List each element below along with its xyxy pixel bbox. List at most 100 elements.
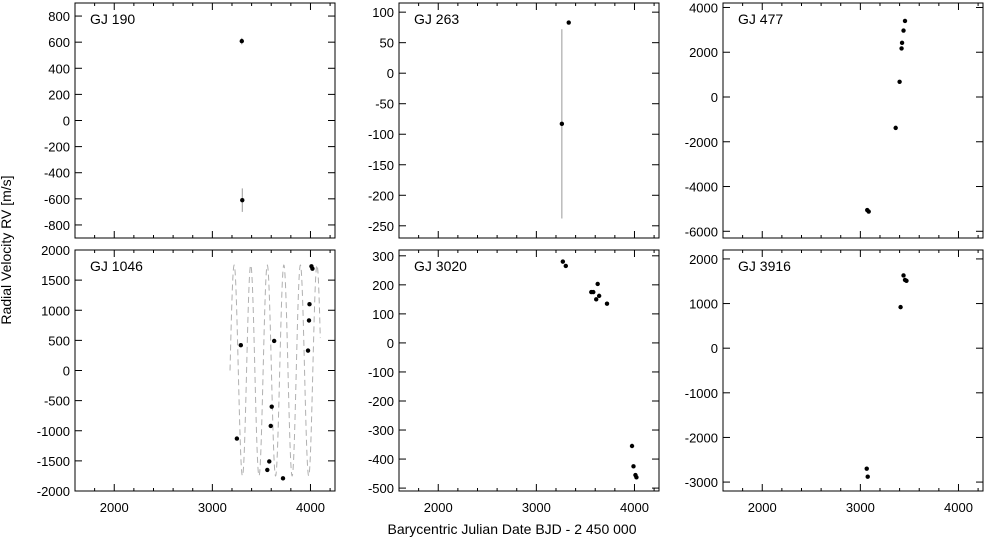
y-tick-label: 0 [387,66,394,81]
y-tick-label: 1000 [689,297,718,312]
y-tick-label: -500 [368,481,394,496]
panel-frame [722,2,984,239]
data-point [307,302,312,307]
data-point [596,293,602,299]
y-tick-label: -100 [368,365,394,380]
y-tick-label: -6000 [685,224,718,239]
data-point [634,475,639,480]
data-point [240,197,245,203]
data-point [271,338,277,344]
y-tick-label: 0 [711,341,718,356]
data-point [898,304,903,310]
data-point [631,464,636,469]
y-tick-label: -400 [368,452,394,467]
y-tick-label: 2000 [689,252,718,267]
y-tick-label: -2000 [685,135,718,150]
y-tick-label: -100 [368,127,394,142]
y-tick-label: 300 [372,249,394,264]
panel-frame [74,249,336,492]
panel-title: GJ 1046 [90,258,143,274]
data-point [234,436,240,441]
y-tick-label: 0 [63,114,70,129]
y-tick-label: -1000 [37,424,70,439]
panel-title: GJ 190 [90,11,135,27]
data-point [864,466,869,471]
data-point [265,467,270,473]
data-point [902,18,908,24]
data-point [239,38,244,44]
data-point [899,40,905,46]
y-tick-label: 4000 [689,0,718,15]
x-tick-label: 2000 [424,500,453,515]
data-point [893,125,898,131]
y-tick-label: 0 [387,336,394,351]
y-tick-label: 200 [48,87,70,102]
y-tick-label: -500 [44,394,70,409]
panel-title: GJ 3916 [738,258,791,274]
y-tick-label: -4000 [685,180,718,195]
panel-title: GJ 477 [738,11,783,27]
y-tick-label: -400 [44,166,70,181]
y-tick-label: 100 [372,307,394,322]
data-point [904,278,909,283]
data-point [604,301,610,306]
data-point [899,46,904,51]
y-tick-label: 200 [372,278,394,293]
panel-gj-3020: -500 -400 -300 -200 -100 0 100 200 300 2000 3000 40… [368,249,660,515]
panel-title: GJ 263 [414,11,459,27]
data-point [897,79,902,84]
y-tick-label: -200 [368,188,394,203]
x-tick-label: 3000 [522,500,551,515]
y-tick-label: 800 [48,9,70,24]
y-tick-label: 400 [48,61,70,76]
panel-gj-190: -800 -600 -400 -200 0 200 400 600 800 GJ 190 [44,2,336,239]
data-point [866,209,871,214]
data-point [269,404,274,409]
y-tick-label: -200 [368,394,394,409]
y-tick-label: -1500 [37,454,70,469]
y-tick-label: -200 [44,140,70,155]
y-tick-label: 0 [711,90,718,105]
x-tick-label: 2000 [100,500,129,515]
y-tick-label: 50 [380,36,394,51]
y-tick-label: 100 [372,5,394,20]
data-point [238,342,244,348]
panel-gj-477: -6000 -4000 -2000 0 2000 4000 GJ 477 [685,0,984,239]
model-curve [229,264,321,477]
x-tick-label: 2000 [748,500,777,515]
data-point [560,259,566,264]
y-tick-label: 2000 [41,243,70,258]
panel-frame [74,2,336,239]
panel-title: GJ 3020 [414,258,467,274]
y-tick-label: 500 [48,333,70,348]
data-point [595,281,600,287]
y-tick-label: 600 [48,35,70,50]
data-point [566,20,571,25]
data-point [267,459,272,464]
y-axis-title: Radial Velocity RV [m/s] [0,175,14,324]
data-point [280,476,286,481]
data-point [268,423,273,429]
x-tick-label: 3000 [198,500,227,515]
y-tick-label: -250 [368,219,394,234]
data-point [310,266,315,271]
data-point [559,121,565,127]
data-point [594,297,599,302]
panel-gj-3916: -3000 -2000 -1000 0 1000 2000 2000 3000 4000 GJ 3… [685,249,984,515]
y-tick-label: 2000 [689,45,718,60]
panel-frame [722,249,984,492]
data-point [305,348,311,353]
y-tick-label: 0 [63,364,70,379]
x-tick-label: 3000 [846,500,875,515]
y-tick-label: 1000 [41,303,70,318]
y-tick-label: -300 [368,423,394,438]
x-tick-label: 4000 [620,500,649,515]
panel-frame [398,249,660,492]
panel-gj-263: -250 -200 -150 -100 -50 0 50 100 GJ 263 [368,2,660,239]
y-tick-label: -600 [44,192,70,207]
y-tick-label: 1500 [41,273,70,288]
y-tick-label: -50 [375,97,394,112]
data-point [865,474,870,479]
